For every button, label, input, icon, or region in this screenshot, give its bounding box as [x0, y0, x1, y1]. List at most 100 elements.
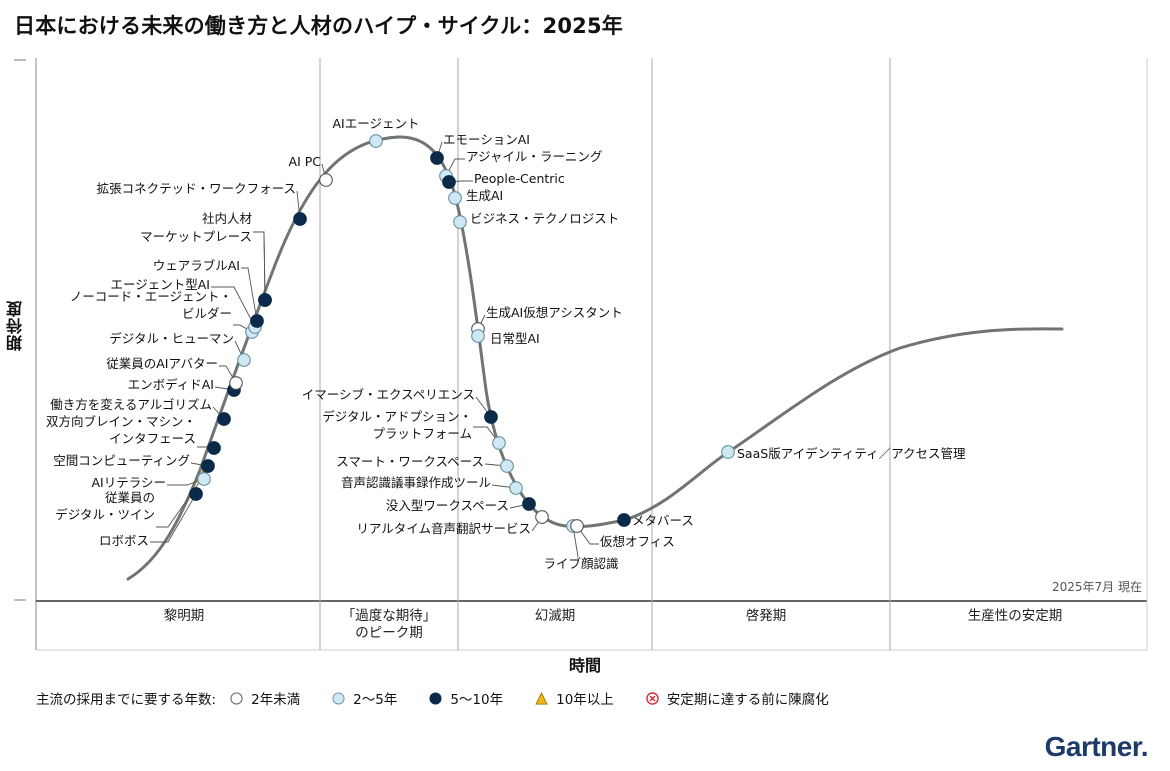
legend-label: 2年未満: [251, 692, 301, 708]
point-label: 日常型AI: [490, 331, 540, 346]
point-label: エージェント型AI: [111, 277, 211, 292]
point-label: デジタル・アドプション・プラットフォーム: [322, 409, 472, 441]
legend-item-2to5: 2〜5年: [332, 688, 397, 708]
white-circle-icon: [230, 691, 243, 705]
data-point: [500, 459, 514, 473]
data-point: [250, 314, 264, 328]
phase-labels: 黎明期 「過度な期待」のピーク期 幻滅期 啓発期 生産性の安定期: [164, 608, 1063, 641]
hype-curve: [126, 135, 1064, 581]
point-label: 社内人材: [202, 211, 252, 226]
legend-item-gt10: 10年以上: [535, 688, 614, 708]
leader-line: [253, 231, 266, 301]
data-point: [217, 412, 231, 426]
point-label: エンボディドAI: [128, 377, 214, 392]
data-point: [229, 376, 243, 390]
leader-line: [576, 525, 599, 545]
leader-lines: [150, 141, 599, 558]
data-point: [617, 513, 631, 527]
leader-line: [150, 493, 197, 543]
chart-title: 日本における未来の働き方と人材のハイプ・サイクル：2025年: [14, 14, 623, 38]
data-point: [258, 293, 272, 307]
yellow-triangle-icon: [535, 691, 548, 704]
data-point: [484, 410, 498, 424]
as-of-date: 2025年7月 現在: [1052, 580, 1142, 594]
point-label: メタバース: [632, 513, 694, 528]
legend-item-lt2: 2年未満: [230, 688, 300, 708]
legend-label: 安定期に達する前に陳腐化: [666, 692, 829, 708]
point-label: リアルタイム音声翻訳サービス: [356, 521, 531, 536]
data-point: [492, 436, 506, 450]
data-point: [522, 497, 536, 511]
point-label: マーケットプレース: [140, 229, 252, 244]
point-label: SaaS版アイデンティティ／アクセス管理: [737, 446, 966, 461]
phase-label: 幻滅期: [535, 608, 576, 624]
phase-label: 「過度な期待」のピーク期: [342, 608, 437, 641]
point-label: 拡張コネクテッド・ワークフォース: [97, 181, 296, 196]
data-point: [721, 445, 735, 459]
x-axis-label: 時間: [568, 656, 601, 675]
data-point: [369, 134, 383, 148]
legend-label: 2〜5年: [353, 692, 398, 708]
legend: 主流の採用までに要する年数: 2年未満 2〜5年 5〜10年 10年以上 安定期…: [36, 688, 861, 708]
point-label: ウェアラブルAI: [153, 258, 240, 273]
legend-item-obsolete: 安定期に達する前に陳腐化: [646, 688, 829, 708]
legend-label: 10年以上: [556, 692, 614, 708]
data-point: [535, 510, 549, 524]
legend-title: 主流の採用までに要する年数:: [36, 692, 217, 708]
hype-curve-layer: [126, 135, 1064, 581]
data-point: [197, 472, 211, 486]
leader-line: [211, 286, 256, 328]
data-point: [319, 173, 333, 187]
point-label: 仮想オフィス: [600, 534, 675, 549]
point-label: エモーションAI: [443, 132, 530, 147]
data-point: [471, 329, 485, 343]
red-x-circle-icon: [646, 691, 659, 705]
point-label: ビジネス・テクノロジスト: [470, 211, 619, 226]
data-point: [293, 212, 307, 226]
point-label: People-Centric: [474, 171, 565, 186]
data-point: [207, 441, 221, 455]
point-label: 没入型ワークスペース: [386, 498, 509, 513]
data-point: [448, 191, 462, 205]
data-point: [570, 519, 584, 533]
navy-circle-icon: [429, 691, 442, 705]
point-label: 働き方を変えるアルゴリズム: [50, 397, 212, 412]
point-label: イマーシブ・エクスペリエンス: [302, 387, 475, 402]
data-point: [453, 215, 467, 229]
data-point: [201, 459, 215, 473]
chart-frame: [14, 58, 1148, 651]
point-label: 生成AI仮想アシスタント: [486, 305, 623, 320]
point-label: 従業員のAIアバター: [106, 356, 218, 371]
point-label: AIエージェント: [333, 116, 420, 131]
phase-label: 黎明期: [164, 608, 205, 624]
point-label: 従業員のデジタル・ツイン: [55, 490, 155, 522]
light-blue-circle-icon: [332, 691, 345, 705]
data-point: [442, 175, 456, 189]
point-label: スマート・ワークスペース: [336, 454, 484, 469]
point-label: 双方向ブレイン・マシン・インタフェース: [46, 414, 196, 446]
y-axis-label: 期待度: [6, 300, 25, 351]
point-label: 生成AI: [466, 188, 503, 203]
data-point: [189, 487, 203, 501]
point-label: デジタル・ヒューマン: [109, 331, 234, 346]
data-point: [509, 481, 523, 495]
leader-line: [241, 267, 258, 322]
phase-label: 生産性の安定期: [968, 608, 1063, 624]
point-label: ライブ顔認識: [543, 556, 618, 571]
point-label: AI PC: [289, 154, 322, 169]
data-point: [237, 353, 251, 367]
legend-label: 5〜10年: [450, 692, 504, 708]
point-label: ロボボス: [99, 533, 149, 548]
point-label: AIリテラシー: [92, 475, 167, 490]
gartner-logo: Gartner.: [1044, 731, 1149, 762]
point-label: ノーコード・エージェント・ビルダー: [70, 289, 232, 321]
data-point: [430, 151, 444, 165]
point-label: 空間コンピューティング: [53, 453, 190, 468]
leader-line: [253, 231, 266, 301]
data-points: [189, 134, 735, 533]
point-label: 音声認識議事録作成ツール: [341, 475, 491, 490]
point-label: アジャイル・ラーニング: [466, 149, 602, 164]
phase-label: 啓発期: [746, 608, 787, 624]
